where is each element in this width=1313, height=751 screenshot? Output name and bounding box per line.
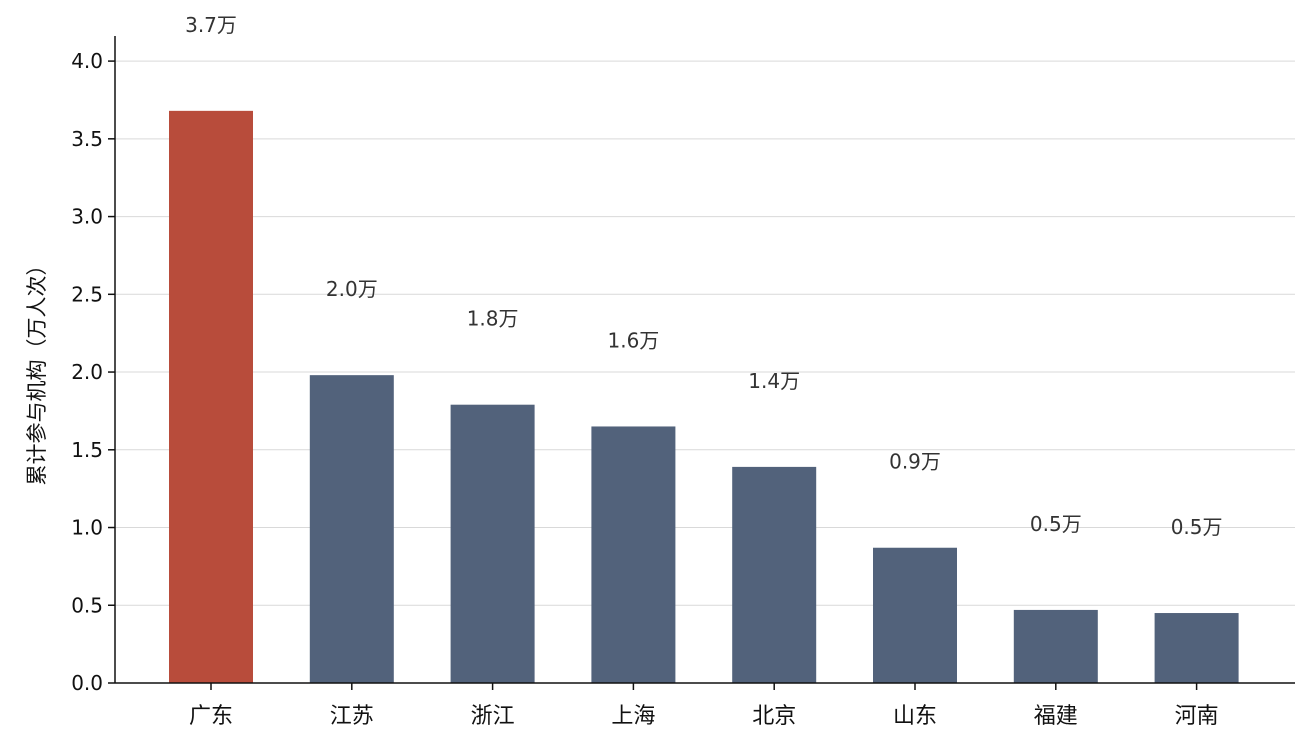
x-tick-label: 上海 <box>611 704 655 729</box>
y-tick-label: 3.0 <box>71 205 103 229</box>
bar-1 <box>169 110 253 684</box>
data-labels: 3.7万 2.0万 1.8万 1.6万 1.4万 0.9万 0.5万 0.5万 <box>185 13 1222 539</box>
axes <box>114 36 1295 684</box>
data-label: 2.0万 <box>326 277 378 301</box>
y-tick-label: 2.0 <box>71 360 103 384</box>
y-axis-title: 累计参与机构（万人次） <box>25 255 49 486</box>
y-tick-label: 0.5 <box>71 593 103 617</box>
x-tick-label: 广东 <box>189 704 233 729</box>
y-tick-label: 0.0 <box>71 671 103 695</box>
x-tick-label: 浙江 <box>471 704 515 729</box>
y-tick-label: 4.0 <box>71 49 103 73</box>
data-label: 1.6万 <box>607 328 659 352</box>
data-label: 1.4万 <box>748 369 800 393</box>
y-tick-label: 2.5 <box>71 282 103 306</box>
bar-5 <box>732 466 817 683</box>
data-label: 0.5万 <box>1030 512 1082 536</box>
x-tick-labels: 广东 江苏 浙江 上海 北京 山东 福建 河南 <box>189 683 1219 729</box>
y-tick-label: 1.5 <box>71 438 103 462</box>
x-tick-label: 江苏 <box>330 704 374 729</box>
data-label: 0.5万 <box>1171 515 1223 539</box>
grid-lines <box>115 60 1295 606</box>
bar-4 <box>591 426 676 683</box>
y-tick-label: 3.5 <box>71 127 103 151</box>
y-tick-label: 1.0 <box>71 516 103 540</box>
x-tick-label: 福建 <box>1034 704 1078 729</box>
data-label: 1.8万 <box>467 307 519 331</box>
bar-7 <box>1013 609 1098 683</box>
bar-2 <box>309 375 394 683</box>
x-tick-label: 河南 <box>1175 704 1219 729</box>
y-tick-labels: 0.0 0.5 1.0 1.5 2.0 2.5 3.0 3.5 4.0 <box>71 49 115 695</box>
data-label: 3.7万 <box>185 13 237 37</box>
x-tick-label: 北京 <box>752 704 796 729</box>
bar-8 <box>1154 613 1239 683</box>
bar-6 <box>873 547 957 683</box>
x-tick-label: 山东 <box>893 704 937 729</box>
data-label: 0.9万 <box>889 450 941 474</box>
bars <box>169 110 1239 684</box>
bar-3 <box>450 404 535 683</box>
